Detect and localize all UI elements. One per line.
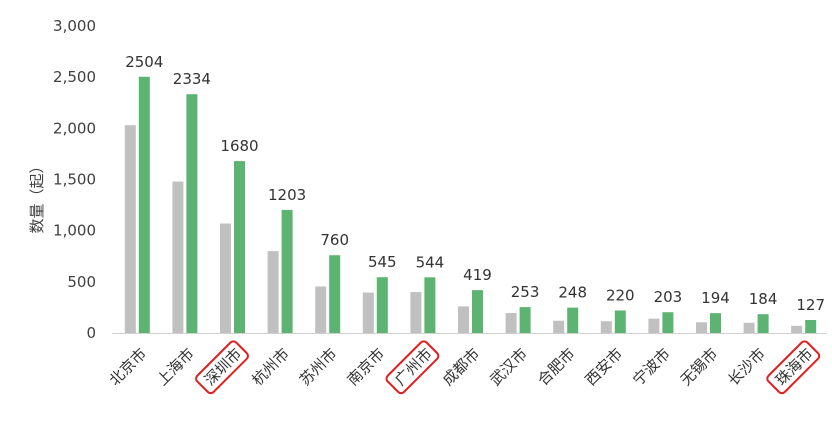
bar-gray <box>124 125 136 333</box>
data-label: 220 <box>606 286 635 304</box>
bar-gray <box>267 251 279 333</box>
data-label: 203 <box>654 288 683 306</box>
x-axis-labels: 北京市 上海市 深圳市 杭州市 苏州市 南京市 广州市 成都市 武汉市 合肥市 西安市 宁波市 无锡市长… <box>106 340 821 395</box>
bar-gray <box>648 318 660 333</box>
data-label: 1680 <box>220 137 258 155</box>
bar-green <box>662 312 674 333</box>
x-tick-label: 苏州市 <box>296 345 341 390</box>
x-tick-group: 武汉市 <box>486 345 531 390</box>
x-tick-group: 南京市 <box>344 345 389 390</box>
bar-green <box>138 76 150 334</box>
x-tick-group: 长沙市 <box>724 345 769 390</box>
data-label: 253 <box>511 283 540 301</box>
data-label: 2334 <box>173 70 211 88</box>
bar-gray <box>600 321 612 333</box>
x-tick-label: 宁波市 <box>629 345 674 390</box>
x-tick-label: 长沙市 <box>724 345 769 390</box>
y-tick-label: 2,500 <box>53 68 96 86</box>
bar-gray <box>458 306 469 333</box>
x-tick-group: 上海市 <box>153 345 198 390</box>
x-tick-label: 武汉市 <box>486 345 531 390</box>
bar-green <box>234 161 245 333</box>
x-tick-label: 西安市 <box>582 345 627 390</box>
x-tick-group: 北京市 <box>106 345 151 390</box>
data-label: 248 <box>558 284 587 302</box>
bar-green <box>710 313 721 333</box>
bars <box>124 76 817 334</box>
bar-gray <box>220 223 231 333</box>
data-labels: 2504 2334 1680 1203 760 545 544 419 253 248 220 203… <box>125 53 825 314</box>
bar-green <box>186 94 198 334</box>
bar-gray <box>315 286 327 333</box>
bar-gray <box>791 325 803 333</box>
x-tick-group: 宁波市 <box>629 345 674 390</box>
y-tick-label: 3,000 <box>53 17 96 35</box>
bar-green <box>805 320 817 333</box>
x-tick-label: 成都市 <box>439 345 484 390</box>
data-label: 194 <box>701 289 730 307</box>
y-tick-label: 1,000 <box>53 222 96 240</box>
x-tick-group: 西安市 <box>582 345 627 390</box>
bar-gray <box>743 322 755 333</box>
y-tick-label: 0 <box>86 324 96 342</box>
x-tick-label: 南京市 <box>344 345 389 390</box>
highlight-box <box>766 340 821 395</box>
bar-green <box>376 277 388 333</box>
y-tick-label: 500 <box>67 273 96 291</box>
bar-green <box>472 290 483 333</box>
bar-green <box>567 307 579 333</box>
bar-green <box>614 310 626 333</box>
x-tick-label: 无锡市 <box>677 345 722 390</box>
x-tick-label: 北京市 <box>106 345 151 390</box>
x-tick-group: 杭州市 <box>248 345 293 390</box>
bar-gray <box>553 320 565 333</box>
data-label: 184 <box>749 290 778 308</box>
data-label: 1203 <box>268 186 306 204</box>
bar-gray <box>696 322 707 333</box>
x-tick-label: 上海市 <box>153 345 198 390</box>
x-tick-group: 深圳市 <box>195 340 249 395</box>
bar-green <box>281 209 293 333</box>
bar-gray <box>410 292 422 333</box>
y-tick-label: 1,500 <box>53 171 96 189</box>
bar-gray <box>362 292 374 333</box>
x-tick-label: 合肥市 <box>534 345 579 390</box>
data-label: 544 <box>416 253 445 271</box>
bar-gray <box>505 313 517 333</box>
y-axis-label: 数量（起） <box>28 158 46 233</box>
x-tick-label: 杭州市 <box>248 345 293 390</box>
highlight-box <box>385 340 440 395</box>
x-tick-group: 广州市 <box>385 340 440 395</box>
bar-green <box>519 307 531 333</box>
bar-green <box>757 314 769 333</box>
bar-green <box>329 255 341 333</box>
data-label: 419 <box>463 266 492 284</box>
x-tick-group: 珠海市 <box>766 340 821 395</box>
data-label: 545 <box>368 253 397 271</box>
y-axis: 0 500 1,000 1,500 2,000 2,500 3,000 <box>53 17 96 342</box>
data-label: 760 <box>320 231 349 249</box>
y-tick-label: 2,000 <box>53 119 96 137</box>
x-tick-group: 合肥市 <box>534 345 579 390</box>
data-label: 127 <box>796 296 825 314</box>
data-label: 2504 <box>125 53 163 71</box>
x-tick-group: 苏州市 <box>296 345 341 390</box>
bar-gray <box>172 181 184 333</box>
x-tick-group: 无锡市 <box>677 345 722 390</box>
x-tick-group: 成都市 <box>439 345 484 390</box>
bar-green <box>424 277 436 333</box>
highlight-box <box>195 340 249 395</box>
